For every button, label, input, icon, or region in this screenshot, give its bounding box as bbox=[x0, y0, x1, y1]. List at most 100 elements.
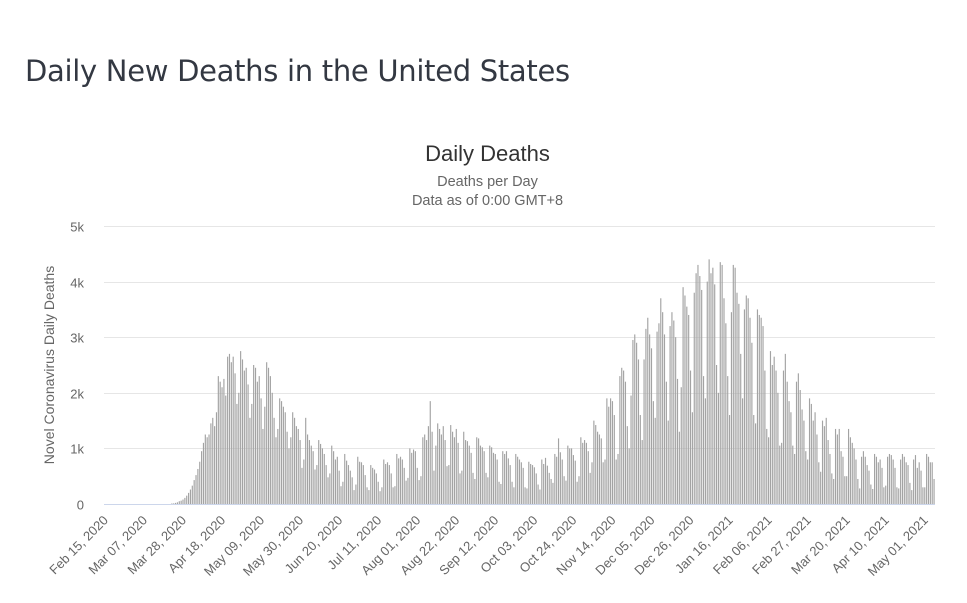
bar bbox=[827, 440, 829, 504]
bar bbox=[924, 487, 926, 504]
bar bbox=[909, 482, 911, 504]
bar bbox=[388, 465, 390, 504]
bar bbox=[342, 481, 344, 504]
bar bbox=[808, 398, 811, 504]
bar bbox=[489, 445, 491, 504]
bar bbox=[463, 431, 465, 504]
bar bbox=[258, 376, 260, 504]
bar bbox=[325, 465, 327, 504]
bar bbox=[743, 309, 746, 504]
bar bbox=[394, 486, 396, 504]
bar bbox=[240, 351, 242, 504]
bar bbox=[881, 467, 883, 504]
bar bbox=[320, 443, 322, 504]
bar bbox=[520, 462, 522, 504]
bar bbox=[593, 420, 595, 504]
bar bbox=[578, 476, 580, 504]
bar bbox=[377, 481, 379, 504]
bar bbox=[738, 303, 740, 504]
bar bbox=[368, 490, 370, 504]
bar bbox=[448, 465, 450, 504]
bar bbox=[730, 312, 733, 504]
bar bbox=[927, 456, 930, 504]
bar bbox=[660, 298, 662, 504]
bar bbox=[829, 453, 831, 504]
bar bbox=[437, 423, 439, 504]
bar bbox=[277, 428, 279, 504]
bar bbox=[509, 465, 511, 504]
bar bbox=[855, 459, 857, 504]
bar bbox=[518, 459, 521, 504]
bar bbox=[210, 423, 212, 504]
bar bbox=[321, 448, 324, 504]
bar bbox=[751, 342, 753, 504]
bar bbox=[805, 451, 807, 504]
bar bbox=[688, 314, 690, 504]
bar bbox=[507, 458, 509, 504]
bar bbox=[702, 376, 705, 504]
bar bbox=[269, 376, 271, 504]
bar bbox=[693, 292, 695, 504]
bar bbox=[429, 401, 431, 504]
bar bbox=[678, 431, 680, 504]
bar bbox=[372, 467, 374, 504]
bar bbox=[386, 462, 389, 504]
bar bbox=[695, 273, 697, 504]
bar bbox=[788, 401, 790, 504]
bar bbox=[360, 462, 363, 504]
bar bbox=[191, 485, 193, 504]
bar bbox=[922, 487, 924, 504]
bar bbox=[504, 453, 506, 504]
bar bbox=[492, 452, 495, 504]
bar bbox=[334, 459, 337, 504]
bar bbox=[756, 309, 759, 504]
bar bbox=[362, 465, 364, 504]
bar bbox=[548, 472, 550, 504]
bar bbox=[715, 365, 718, 504]
bar bbox=[576, 481, 578, 504]
bar bbox=[764, 370, 766, 504]
bar bbox=[920, 470, 922, 504]
bar bbox=[398, 458, 400, 504]
bar bbox=[498, 481, 500, 504]
bar bbox=[766, 428, 768, 504]
bar bbox=[769, 351, 772, 504]
bar bbox=[530, 463, 532, 504]
bar bbox=[608, 406, 610, 504]
bar bbox=[734, 267, 736, 504]
bar bbox=[266, 362, 268, 504]
bar bbox=[494, 453, 496, 504]
bar bbox=[438, 428, 441, 504]
bar bbox=[182, 499, 184, 504]
bar bbox=[306, 434, 309, 504]
bar bbox=[823, 426, 825, 504]
bar bbox=[888, 453, 891, 504]
bar bbox=[684, 295, 686, 504]
bar bbox=[333, 451, 335, 504]
bar bbox=[740, 353, 742, 504]
bar bbox=[485, 472, 487, 504]
bar bbox=[583, 440, 586, 504]
bar bbox=[461, 470, 463, 504]
bar bbox=[595, 425, 597, 504]
bar bbox=[223, 378, 225, 504]
bar bbox=[723, 298, 725, 504]
bar bbox=[535, 473, 537, 504]
bar bbox=[675, 337, 677, 504]
bar bbox=[691, 412, 693, 504]
bar bbox=[537, 484, 539, 504]
bar bbox=[526, 488, 528, 504]
bar bbox=[844, 476, 846, 504]
bar bbox=[217, 376, 219, 504]
bar bbox=[293, 417, 296, 504]
bar bbox=[812, 420, 814, 504]
bar bbox=[825, 417, 827, 504]
bar bbox=[390, 473, 392, 504]
bar bbox=[201, 451, 203, 504]
bar bbox=[831, 473, 833, 504]
bar bbox=[742, 398, 744, 504]
bar bbox=[550, 478, 552, 504]
bar bbox=[260, 398, 262, 504]
bar bbox=[253, 365, 255, 504]
